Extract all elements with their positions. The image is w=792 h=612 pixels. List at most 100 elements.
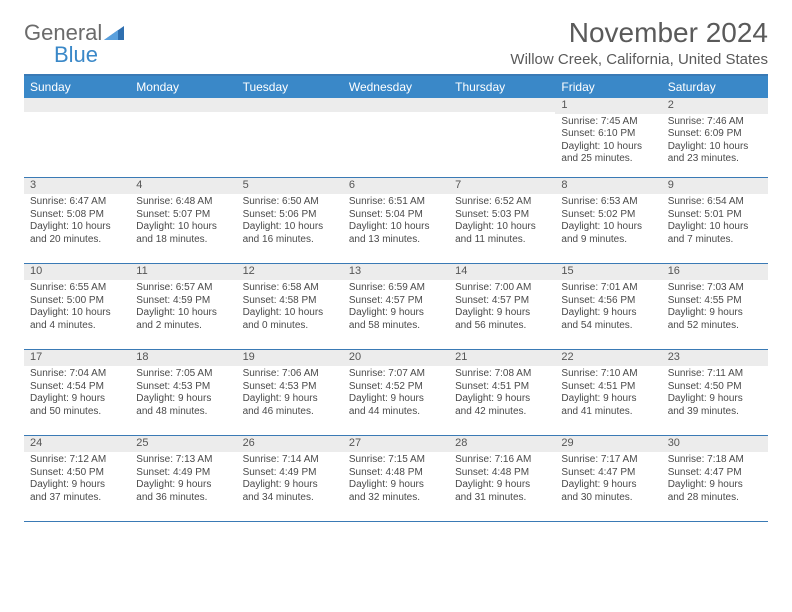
day-number: 25 (130, 436, 236, 452)
day-number: 17 (24, 350, 130, 366)
day-number: 6 (343, 178, 449, 194)
sunset-text: Sunset: 4:53 PM (243, 381, 337, 394)
sunset-text: Sunset: 4:57 PM (349, 295, 443, 308)
sunset-text: Sunset: 4:51 PM (561, 381, 655, 394)
sunrise-text: Sunrise: 7:06 AM (243, 368, 337, 381)
sunset-text: Sunset: 4:47 PM (668, 467, 762, 480)
daylight-text: Daylight: 9 hours and 37 minutes. (30, 479, 124, 504)
calendar-day-cell: 1Sunrise: 7:45 AMSunset: 6:10 PMDaylight… (555, 98, 661, 178)
sunset-text: Sunset: 4:54 PM (30, 381, 124, 394)
calendar-day-cell: 2Sunrise: 7:46 AMSunset: 6:09 PMDaylight… (662, 98, 768, 178)
day-number: 28 (449, 436, 555, 452)
daylight-text: Daylight: 9 hours and 32 minutes. (349, 479, 443, 504)
brand-logo: General Blue (24, 22, 124, 66)
daylight-text: Daylight: 9 hours and 42 minutes. (455, 393, 549, 418)
calendar-day-cell: 23Sunrise: 7:11 AMSunset: 4:50 PMDayligh… (662, 350, 768, 436)
calendar-week-row: 10Sunrise: 6:55 AMSunset: 5:00 PMDayligh… (24, 264, 768, 350)
calendar-day-cell: 4Sunrise: 6:48 AMSunset: 5:07 PMDaylight… (130, 178, 236, 264)
daylight-text: Daylight: 9 hours and 54 minutes. (561, 307, 655, 332)
daylight-text: Daylight: 9 hours and 52 minutes. (668, 307, 762, 332)
weekday-row: Sunday Monday Tuesday Wednesday Thursday… (24, 75, 768, 98)
sunset-text: Sunset: 4:50 PM (30, 467, 124, 480)
sunset-text: Sunset: 4:49 PM (243, 467, 337, 480)
title-block: November 2024 Willow Creek, California, … (510, 18, 768, 68)
sunrise-text: Sunrise: 6:59 AM (349, 282, 443, 295)
sunrise-text: Sunrise: 7:15 AM (349, 454, 443, 467)
day-number: 21 (449, 350, 555, 366)
calendar-day-cell: 14Sunrise: 7:00 AMSunset: 4:57 PMDayligh… (449, 264, 555, 350)
calendar-day-cell: 28Sunrise: 7:16 AMSunset: 4:48 PMDayligh… (449, 436, 555, 522)
day-number: 7 (449, 178, 555, 194)
calendar-day-cell: 24Sunrise: 7:12 AMSunset: 4:50 PMDayligh… (24, 436, 130, 522)
day-number (449, 98, 555, 112)
calendar-day-cell (24, 98, 130, 178)
day-number: 8 (555, 178, 661, 194)
daylight-text: Daylight: 10 hours and 0 minutes. (243, 307, 337, 332)
weekday-header: Tuesday (237, 75, 343, 98)
sunrise-text: Sunrise: 7:10 AM (561, 368, 655, 381)
sunrise-text: Sunrise: 7:07 AM (349, 368, 443, 381)
logo-triangle-icon (104, 22, 124, 44)
sunset-text: Sunset: 4:48 PM (349, 467, 443, 480)
daylight-text: Daylight: 9 hours and 39 minutes. (668, 393, 762, 418)
sunrise-text: Sunrise: 6:55 AM (30, 282, 124, 295)
calendar-page: General Blue November 2024 Willow Creek,… (0, 0, 792, 532)
calendar-day-cell: 18Sunrise: 7:05 AMSunset: 4:53 PMDayligh… (130, 350, 236, 436)
daylight-text: Daylight: 10 hours and 13 minutes. (349, 221, 443, 246)
daylight-text: Daylight: 9 hours and 58 minutes. (349, 307, 443, 332)
day-number: 13 (343, 264, 449, 280)
calendar-day-cell: 11Sunrise: 6:57 AMSunset: 4:59 PMDayligh… (130, 264, 236, 350)
daylight-text: Daylight: 10 hours and 20 minutes. (30, 221, 124, 246)
day-number (343, 98, 449, 112)
calendar-day-cell: 20Sunrise: 7:07 AMSunset: 4:52 PMDayligh… (343, 350, 449, 436)
calendar-day-cell (449, 98, 555, 178)
sunrise-text: Sunrise: 6:53 AM (561, 196, 655, 209)
calendar-day-cell: 27Sunrise: 7:15 AMSunset: 4:48 PMDayligh… (343, 436, 449, 522)
day-number: 3 (24, 178, 130, 194)
day-number: 22 (555, 350, 661, 366)
sunrise-text: Sunrise: 7:16 AM (455, 454, 549, 467)
calendar-body: 1Sunrise: 7:45 AMSunset: 6:10 PMDaylight… (24, 98, 768, 522)
calendar-day-cell: 6Sunrise: 6:51 AMSunset: 5:04 PMDaylight… (343, 178, 449, 264)
sunset-text: Sunset: 5:02 PM (561, 209, 655, 222)
day-number: 11 (130, 264, 236, 280)
daylight-text: Daylight: 9 hours and 41 minutes. (561, 393, 655, 418)
calendar-day-cell: 15Sunrise: 7:01 AMSunset: 4:56 PMDayligh… (555, 264, 661, 350)
calendar-week-row: 1Sunrise: 7:45 AMSunset: 6:10 PMDaylight… (24, 98, 768, 178)
sunrise-text: Sunrise: 6:50 AM (243, 196, 337, 209)
sunrise-text: Sunrise: 6:58 AM (243, 282, 337, 295)
daylight-text: Daylight: 9 hours and 36 minutes. (136, 479, 230, 504)
sunset-text: Sunset: 4:59 PM (136, 295, 230, 308)
calendar-day-cell: 5Sunrise: 6:50 AMSunset: 5:06 PMDaylight… (237, 178, 343, 264)
sunrise-text: Sunrise: 7:00 AM (455, 282, 549, 295)
sunset-text: Sunset: 4:48 PM (455, 467, 549, 480)
calendar-day-cell: 26Sunrise: 7:14 AMSunset: 4:49 PMDayligh… (237, 436, 343, 522)
sunrise-text: Sunrise: 7:08 AM (455, 368, 549, 381)
calendar-day-cell (130, 98, 236, 178)
calendar-day-cell: 12Sunrise: 6:58 AMSunset: 4:58 PMDayligh… (237, 264, 343, 350)
sunrise-text: Sunrise: 7:11 AM (668, 368, 762, 381)
daylight-text: Daylight: 9 hours and 50 minutes. (30, 393, 124, 418)
sunrise-text: Sunrise: 7:13 AM (136, 454, 230, 467)
calendar-day-cell: 21Sunrise: 7:08 AMSunset: 4:51 PMDayligh… (449, 350, 555, 436)
sunrise-text: Sunrise: 7:46 AM (668, 116, 762, 129)
logo-word-blue: Blue (24, 42, 98, 67)
sunset-text: Sunset: 4:52 PM (349, 381, 443, 394)
sunrise-text: Sunrise: 7:18 AM (668, 454, 762, 467)
calendar-day-cell: 3Sunrise: 6:47 AMSunset: 5:08 PMDaylight… (24, 178, 130, 264)
title-location: Willow Creek, California, United States (510, 51, 768, 68)
day-number: 2 (662, 98, 768, 114)
day-number: 16 (662, 264, 768, 280)
calendar-day-cell: 9Sunrise: 6:54 AMSunset: 5:01 PMDaylight… (662, 178, 768, 264)
sunset-text: Sunset: 6:10 PM (561, 128, 655, 141)
sunrise-text: Sunrise: 7:12 AM (30, 454, 124, 467)
calendar-day-cell: 30Sunrise: 7:18 AMSunset: 4:47 PMDayligh… (662, 436, 768, 522)
daylight-text: Daylight: 9 hours and 44 minutes. (349, 393, 443, 418)
daylight-text: Daylight: 10 hours and 16 minutes. (243, 221, 337, 246)
sunrise-text: Sunrise: 6:51 AM (349, 196, 443, 209)
weekday-header: Sunday (24, 75, 130, 98)
sunset-text: Sunset: 5:01 PM (668, 209, 762, 222)
sunset-text: Sunset: 5:08 PM (30, 209, 124, 222)
daylight-text: Daylight: 9 hours and 28 minutes. (668, 479, 762, 504)
sunset-text: Sunset: 4:53 PM (136, 381, 230, 394)
